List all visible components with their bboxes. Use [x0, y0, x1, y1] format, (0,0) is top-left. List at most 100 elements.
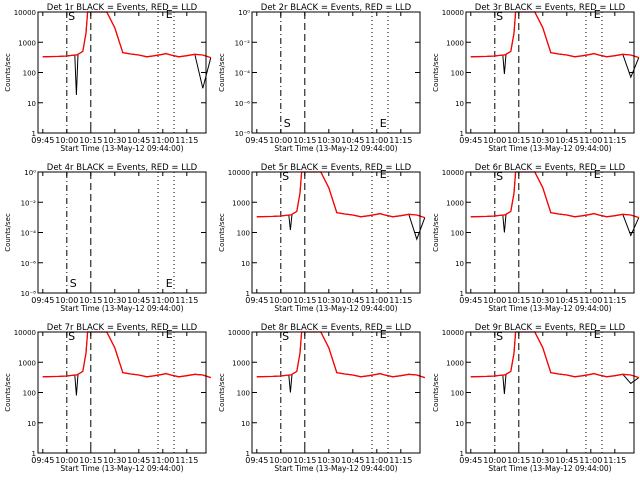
x-axis-label: Start Time (13-May-12 09:44:00)	[488, 464, 611, 473]
y-tick-label: 10000	[442, 9, 464, 17]
y-axis-label: Counts/sec	[218, 373, 226, 412]
x-tick-label: 10:45	[341, 296, 364, 305]
panel-title: Det 4r BLACK = Events, RED = LLD	[47, 163, 198, 173]
x-tick-label: 11:15	[389, 456, 412, 465]
x-tick-label: 10:45	[341, 456, 364, 465]
x-tick-label: 09:45	[459, 296, 482, 305]
y-tick-label: 10	[455, 100, 464, 108]
panel-3: 09:45 10:00 10:15 10:30 10:45 11:00 11:15 1 10 10…	[432, 3, 640, 153]
x-tick-label: 10:45	[555, 456, 578, 465]
event-marker-label: E	[380, 328, 387, 341]
panel-8: 09:45 10:00 10:15 10:30 10:45 11:00 11:15 1 10 10…	[218, 323, 426, 473]
x-tick-label: 11:00	[365, 296, 388, 305]
y-tick-label: 10	[27, 420, 36, 428]
event-marker-label: S	[282, 170, 289, 183]
x-tick-label: 09:45	[31, 296, 54, 305]
x-axis-label: Start Time (13-May-12 09:44:00)	[60, 304, 183, 313]
x-tick-label: 10:15	[507, 296, 530, 305]
x-tick-label: 10:30	[103, 456, 126, 465]
y-tick-label: 10⁻⁶	[235, 100, 251, 108]
x-tick-label: 11:15	[603, 296, 626, 305]
x-axis-label: Start Time (13-May-12 09:44:00)	[60, 144, 183, 153]
x-tick-label: 10:30	[531, 456, 554, 465]
x-tick-label: 09:45	[245, 136, 268, 145]
y-tick-label: 1	[246, 290, 250, 298]
x-tick-label: 11:15	[603, 136, 626, 145]
x-axis-label: Start Time (13-May-12 09:44:00)	[60, 464, 183, 473]
x-tick-label: 09:45	[459, 456, 482, 465]
y-tick-label: 10	[27, 100, 36, 108]
y-tick-label: 10⁰	[238, 9, 250, 17]
plot-frame	[251, 331, 421, 454]
y-axis-label: Counts/sec	[218, 53, 226, 92]
x-axis-label: Start Time (13-May-12 09:44:00)	[488, 144, 611, 153]
y-tick-label: 100	[451, 70, 464, 78]
event-marker-label: E	[166, 8, 173, 21]
y-tick-label: 10000	[442, 329, 464, 337]
panel-2: 09:45 10:00 10:15 10:30 10:45 11:00 11:15 10⁻⁸ 1…	[218, 3, 421, 153]
panel-title: Det 1r BLACK = Events, RED = LLD	[47, 3, 198, 13]
x-tick-label: 10:15	[79, 456, 102, 465]
x-tick-label: 10:00	[55, 456, 78, 465]
x-axis-label: Start Time (13-May-12 09:44:00)	[274, 304, 397, 313]
x-tick-label: 10:45	[127, 456, 150, 465]
x-tick-label: 10:00	[483, 296, 506, 305]
y-tick-label: 10000	[228, 169, 250, 177]
x-tick-label: 10:00	[483, 136, 506, 145]
panel-9: 09:45 10:00 10:15 10:30 10:45 11:00 11:15 1 10 10…	[432, 323, 640, 473]
y-tick-label: 100	[451, 230, 464, 238]
x-tick-label: 10:30	[317, 456, 340, 465]
event-marker-label: E	[380, 117, 387, 130]
plot-frame	[465, 171, 635, 294]
x-tick-label: 10:30	[317, 296, 340, 305]
y-tick-label: 100	[237, 390, 250, 398]
y-tick-label: 100	[237, 230, 250, 238]
x-tick-label: 09:45	[459, 136, 482, 145]
x-tick-label: 10:30	[317, 136, 340, 145]
plot-frame	[465, 331, 635, 454]
panel-title: Det 7r BLACK = Events, RED = LLD	[47, 323, 198, 333]
y-tick-label: 1000	[446, 359, 464, 367]
x-tick-label: 10:45	[555, 136, 578, 145]
y-tick-label: 1000	[446, 39, 464, 47]
x-tick-label: 11:00	[365, 136, 388, 145]
x-tick-label: 09:45	[31, 456, 54, 465]
x-tick-label: 10:15	[293, 296, 316, 305]
plot-frame	[37, 171, 207, 294]
event-marker-label: E	[380, 168, 387, 181]
panel-1: 09:45 10:00 10:15 10:30 10:45 11:00 11:15 1 10 10…	[4, 3, 212, 153]
event-marker-label: S	[68, 330, 75, 343]
x-tick-label: 10:00	[269, 456, 292, 465]
y-axis-label: Counts/sec	[432, 53, 440, 92]
x-tick-label: 11:00	[579, 296, 602, 305]
y-tick-label: 1000	[18, 39, 36, 47]
y-tick-label: 1000	[446, 199, 464, 207]
event-marker-label: S	[68, 10, 75, 23]
event-marker-label: E	[594, 8, 601, 21]
y-tick-label: 10	[241, 420, 250, 428]
x-tick-label: 09:45	[245, 296, 268, 305]
x-tick-label: 09:45	[31, 136, 54, 145]
y-tick-label: 10⁻²	[235, 39, 251, 47]
y-tick-label: 10⁻⁴	[235, 70, 251, 78]
y-tick-label: 10	[455, 260, 464, 268]
panel-4: 09:45 10:00 10:15 10:30 10:45 11:00 11:15 10⁻⁸ 1…	[4, 163, 207, 313]
y-axis-label: Counts/sec	[4, 373, 12, 412]
panel-title: Det 8r BLACK = Events, RED = LLD	[261, 323, 412, 333]
event-marker-label: E	[166, 328, 173, 341]
plot-frame	[37, 11, 207, 134]
panel-title: Det 9r BLACK = Events, RED = LLD	[475, 323, 626, 333]
x-tick-label: 10:15	[79, 136, 102, 145]
panel-title: Det 5r BLACK = Events, RED = LLD	[261, 163, 412, 173]
event-marker-label: E	[594, 328, 601, 341]
x-tick-label: 11:00	[151, 296, 174, 305]
panel-6: 09:45 10:00 10:15 10:30 10:45 11:00 11:15 1 10 10…	[432, 163, 640, 313]
y-tick-label: 1	[460, 130, 464, 138]
y-tick-label: 10⁻⁶	[21, 260, 37, 268]
y-tick-label: 10⁻⁸	[235, 130, 251, 138]
event-marker-label: S	[496, 10, 503, 23]
y-tick-label: 1	[460, 290, 464, 298]
y-axis-label: Counts/sec	[432, 213, 440, 252]
x-tick-label: 10:00	[269, 136, 292, 145]
x-tick-label: 10:00	[55, 296, 78, 305]
